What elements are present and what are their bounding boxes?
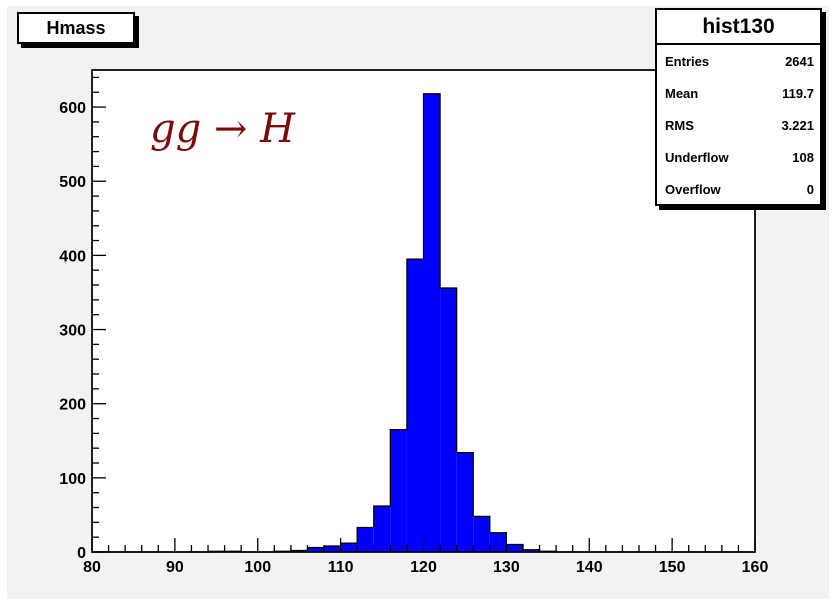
y-tick-label: 500 (59, 174, 86, 191)
stats-title: hist130 (657, 10, 820, 45)
x-tick-label: 140 (576, 559, 603, 576)
histogram-bar (473, 516, 490, 552)
x-tick-label: 90 (166, 559, 184, 576)
histogram-bar (390, 429, 407, 552)
y-tick-label: 600 (59, 100, 86, 117)
stats-row-mean: Mean 119.7 (657, 77, 820, 109)
histogram-title: Hmass (17, 12, 135, 44)
y-tick-label: 300 (59, 323, 86, 340)
histogram-bar (456, 452, 474, 552)
stats-value: 119.7 (782, 85, 814, 101)
stats-label: Underflow (665, 149, 729, 165)
x-tick-label: 120 (410, 559, 437, 576)
histogram-bar (357, 527, 374, 552)
histogram-bar (324, 546, 341, 552)
stats-value: 0 (806, 181, 814, 197)
histogram-bar (340, 543, 358, 552)
x-tick-label: 160 (742, 559, 769, 576)
stats-label: Entries (665, 53, 710, 69)
stats-row-overflow: Overflow 0 (657, 173, 820, 205)
x-tick-label: 100 (244, 559, 271, 576)
x-tick-label: 150 (659, 559, 686, 576)
stats-row-rms: RMS 3.221 (657, 109, 820, 141)
stats-label: Mean (665, 85, 699, 101)
y-tick-label: 0 (77, 545, 86, 562)
stats-row-underflow: Underflow 108 (657, 141, 820, 173)
y-tick-label: 100 (59, 471, 86, 488)
process-annotation: gg → H (150, 106, 296, 152)
x-tick-label: 110 (328, 559, 354, 576)
stats-value: 2641 (785, 53, 814, 69)
x-tick-label: 80 (83, 559, 101, 576)
x-tick-label: 130 (493, 559, 520, 576)
stats-row-entries: Entries 2641 (657, 45, 820, 77)
stats-value: 3.221 (781, 117, 814, 133)
stats-box: hist130 Entries 2641 Mean 119.7 RMS 3.22… (655, 8, 822, 206)
y-tick-label: 400 (59, 248, 86, 265)
histogram-bar (423, 93, 441, 552)
stats-label: RMS (665, 117, 694, 133)
histogram-bar (522, 549, 540, 552)
y-tick-label: 200 (59, 397, 86, 414)
histogram-bar (373, 506, 391, 552)
stats-label: Overflow (665, 181, 721, 197)
histogram-bar (506, 544, 523, 552)
histogram-bar (489, 532, 507, 552)
stats-value: 108 (792, 149, 814, 165)
histogram-bar (440, 288, 457, 552)
histogram-bar (307, 547, 325, 552)
histogram-bar (406, 259, 424, 552)
